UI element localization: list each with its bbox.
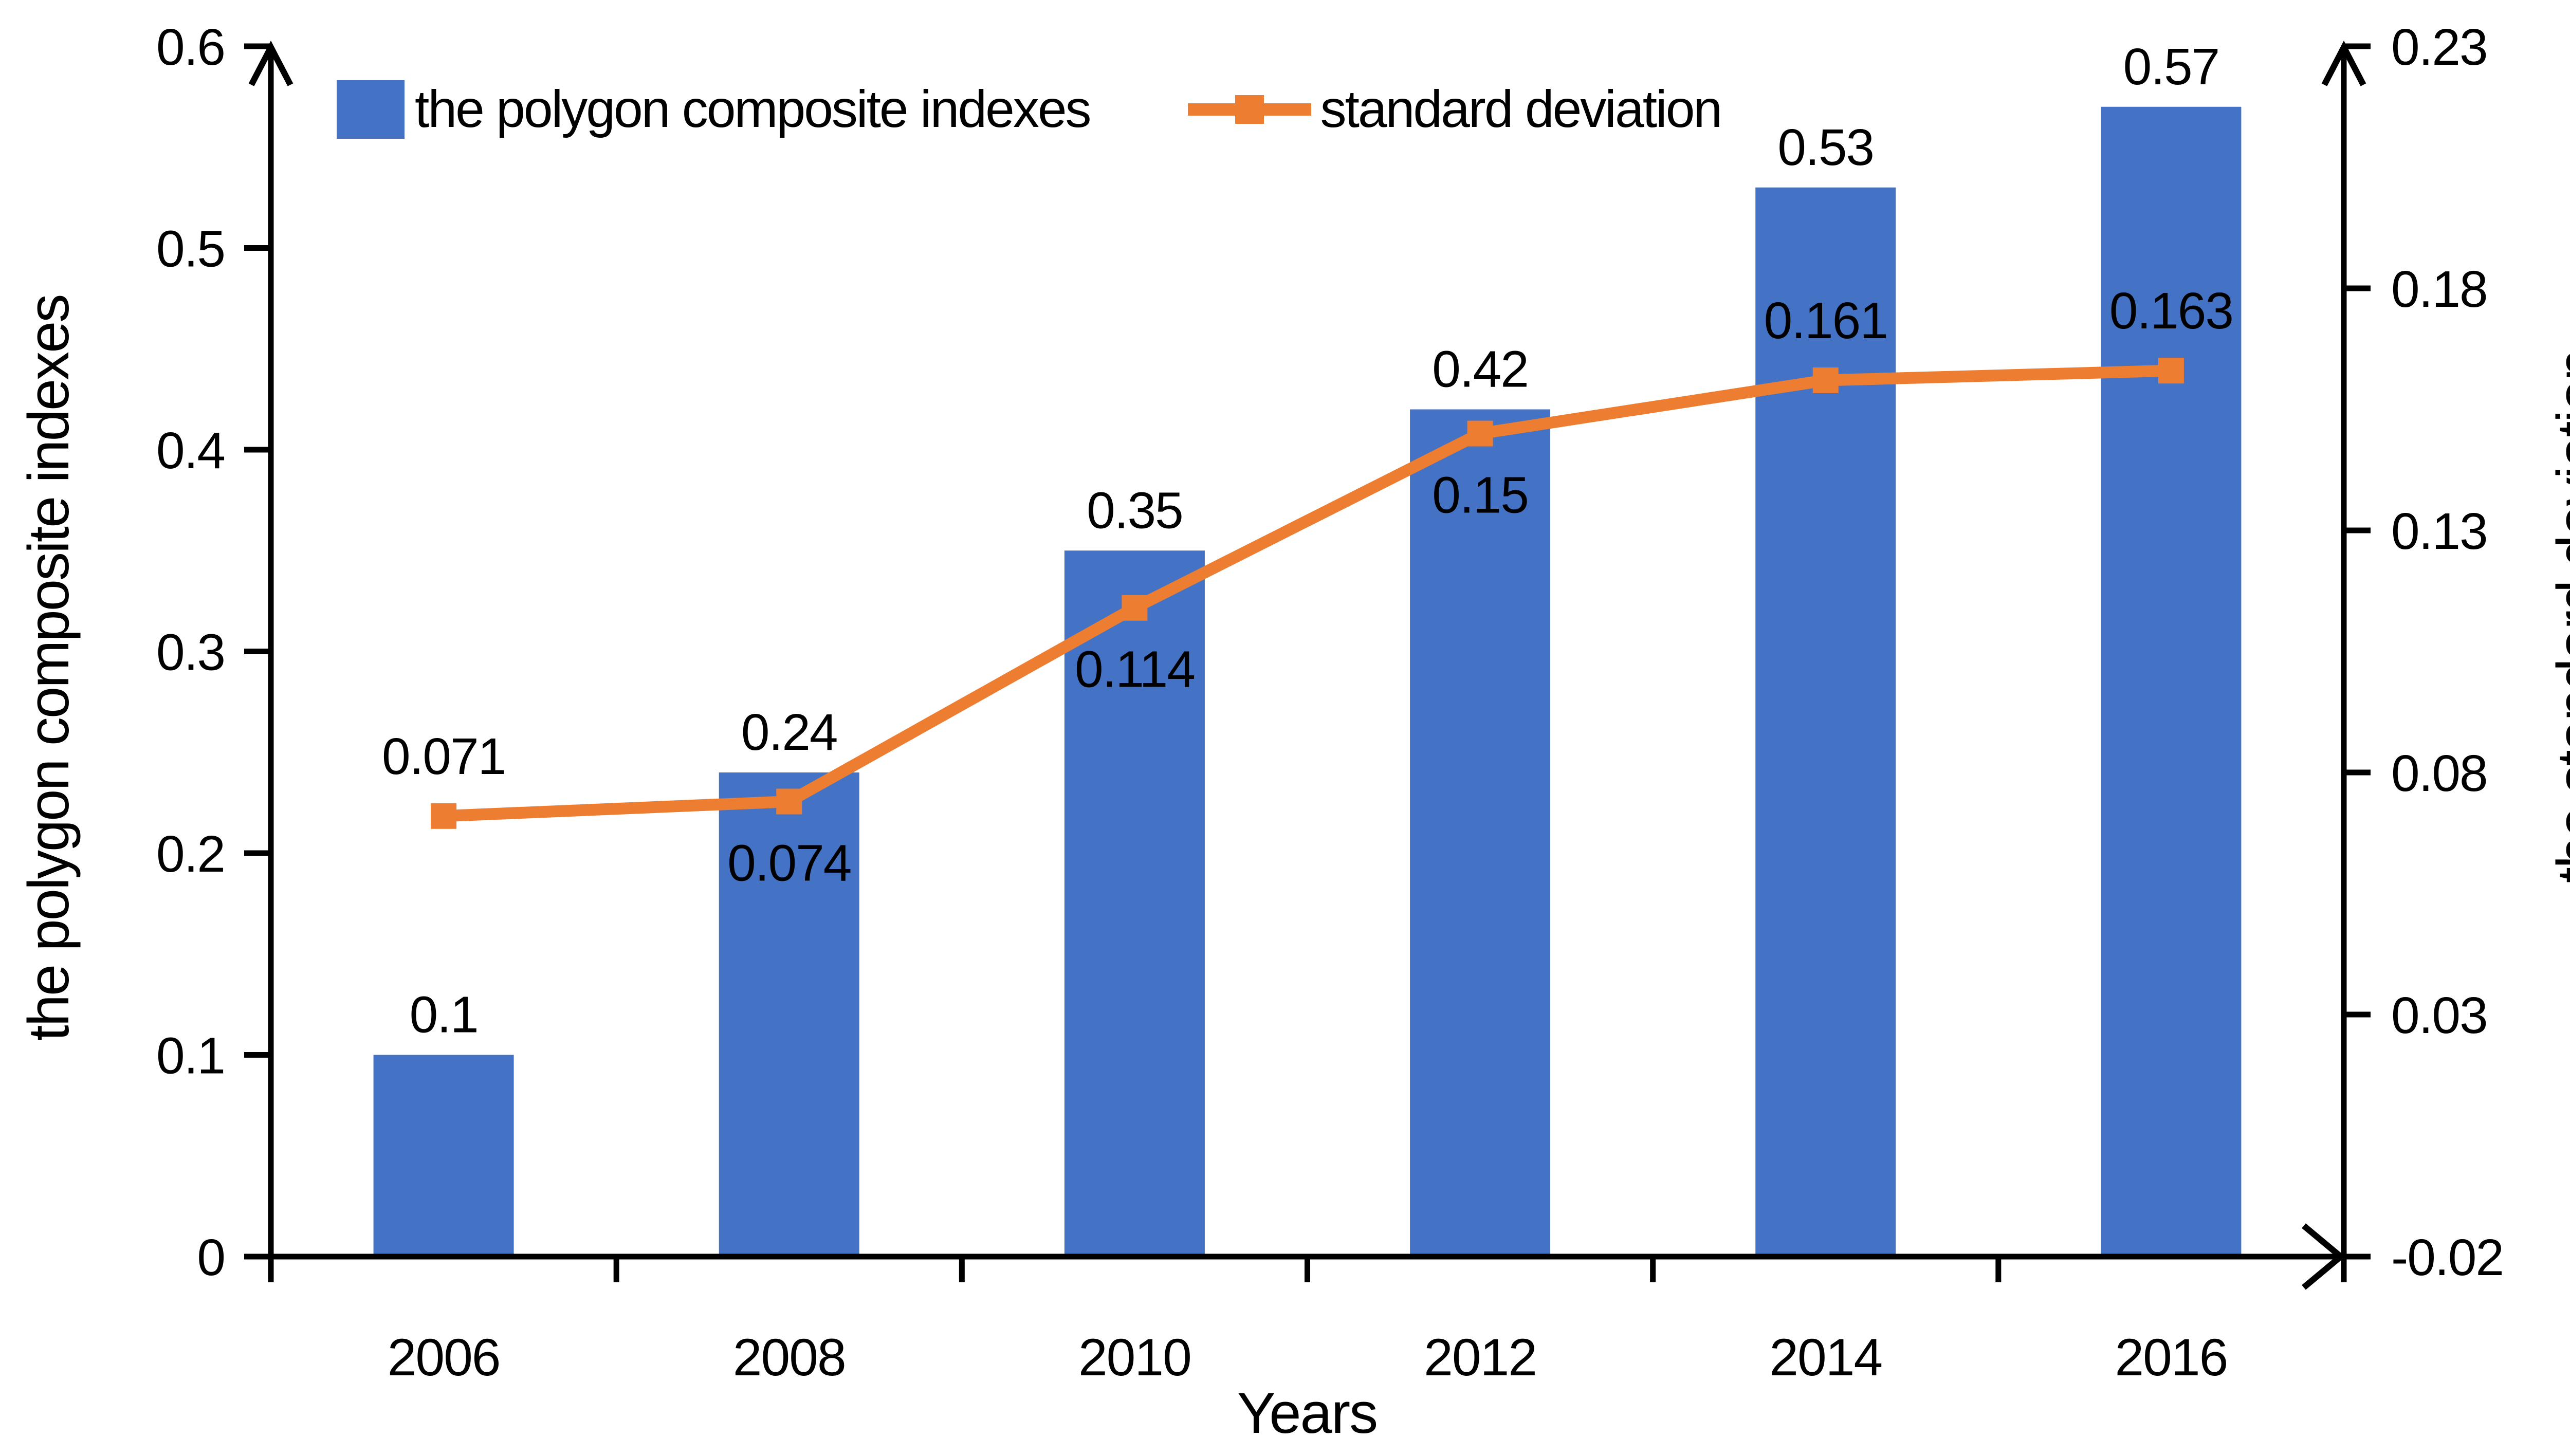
line-marker-2014 xyxy=(1812,367,1839,393)
bar-2010 xyxy=(1064,550,1205,1257)
left-axis-title: the polygon composite indexes xyxy=(16,295,81,1041)
bar-2006 xyxy=(373,1055,514,1257)
line-series-marker-icon xyxy=(1187,80,1311,139)
bar-series-swatch-icon xyxy=(337,80,405,139)
left-axis-tick-label: 0.1 xyxy=(156,1027,225,1085)
left-axis-tick-label: 0.3 xyxy=(156,624,225,681)
bar-value-label-2008: 0.24 xyxy=(741,704,837,761)
bar-value-label-2006: 0.1 xyxy=(410,986,478,1044)
right-axis-tick-label: 0.13 xyxy=(2391,503,2487,560)
line-standard-deviation xyxy=(437,364,2177,822)
left-axis-tick-label: 0.5 xyxy=(156,220,225,278)
left-axis-tick-label: 0.4 xyxy=(156,422,225,480)
right-axis-tick-label: 0.18 xyxy=(2391,261,2487,318)
x-axis-label-2012: 2012 xyxy=(1424,1328,1536,1387)
legend-label-line-series: standard deviation xyxy=(1320,80,1723,138)
bar-value-label-2014: 0.53 xyxy=(1777,119,1874,176)
left-axis-tick-label: 0.6 xyxy=(156,19,225,76)
x-axis-title: Years xyxy=(1237,1381,1378,1445)
bar-2016 xyxy=(2101,106,2242,1257)
bar-value-label-2012: 0.42 xyxy=(1432,341,1528,398)
line-value-label-2006: 0.071 xyxy=(382,728,505,785)
right-axis-title: the standard deviation xyxy=(2545,350,2570,883)
bar-2008 xyxy=(719,772,859,1257)
right-axis-tick-label: 0.23 xyxy=(2391,19,2487,76)
legend-item-line-series: standard deviation xyxy=(1187,72,1723,146)
left-axis-tick-label: 0 xyxy=(197,1229,225,1286)
bar-2012 xyxy=(1410,409,1551,1257)
line-value-label-2010: 0.114 xyxy=(1075,641,1195,698)
legend-label-bar-series: the polygon composite indexes xyxy=(415,80,1092,138)
line-value-label-2008: 0.074 xyxy=(727,835,851,892)
line-marker-2010 xyxy=(1122,595,1148,621)
legend-item-bar-series: the polygon composite indexes xyxy=(337,72,1092,146)
line-marker-2012 xyxy=(1467,420,1493,447)
x-axis-label-2006: 2006 xyxy=(388,1328,500,1387)
bar-2014 xyxy=(1755,187,1896,1257)
bar-value-label-2016: 0.57 xyxy=(2123,38,2219,96)
x-axis-label-2016: 2016 xyxy=(2115,1328,2227,1387)
right-axis-tick-label: 0.08 xyxy=(2391,745,2487,802)
right-axis-tick-label: -0.02 xyxy=(2391,1229,2503,1286)
x-axis-label-2014: 2014 xyxy=(1769,1328,1882,1387)
line-marker-2016 xyxy=(2158,358,2184,384)
x-axis-arrow-icon xyxy=(2302,1223,2346,1290)
legend: the polygon composite indexes standard d… xyxy=(337,72,1723,146)
line-marker-2006 xyxy=(431,803,457,829)
x-axis-label-2008: 2008 xyxy=(733,1328,846,1387)
right-axis-tick-label: 0.03 xyxy=(2391,987,2487,1044)
bar-value-label-2010: 0.35 xyxy=(1087,482,1183,539)
line-marker-2008 xyxy=(776,788,802,815)
line-value-label-2012: 0.15 xyxy=(1432,467,1528,524)
line-value-label-2014: 0.161 xyxy=(1764,292,1887,349)
left-axis-tick-label: 0.2 xyxy=(156,825,225,883)
line-value-label-2016: 0.163 xyxy=(2109,282,2233,340)
x-axis-label-2010: 2010 xyxy=(1078,1328,1191,1387)
